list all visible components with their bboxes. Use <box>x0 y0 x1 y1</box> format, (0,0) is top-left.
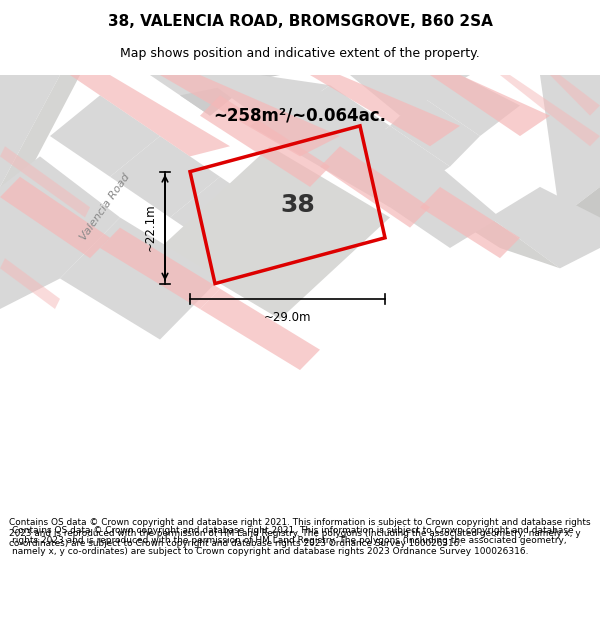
Polygon shape <box>110 136 220 218</box>
Text: Map shows position and indicative extent of the property.: Map shows position and indicative extent… <box>120 48 480 61</box>
Polygon shape <box>0 75 80 228</box>
Polygon shape <box>420 187 520 258</box>
Polygon shape <box>0 177 110 258</box>
Polygon shape <box>420 167 490 217</box>
Text: 38, VALENCIA ROAD, BROMSGROVE, B60 2SA: 38, VALENCIA ROAD, BROMSGROVE, B60 2SA <box>107 14 493 29</box>
Polygon shape <box>420 197 560 268</box>
Polygon shape <box>70 75 230 156</box>
Polygon shape <box>150 75 260 116</box>
Polygon shape <box>550 75 600 116</box>
Text: ~22.1m: ~22.1m <box>144 204 157 251</box>
Polygon shape <box>270 85 390 167</box>
Text: Contains OS data © Crown copyright and database right 2021. This information is : Contains OS data © Crown copyright and d… <box>9 518 590 548</box>
Polygon shape <box>0 258 60 309</box>
Polygon shape <box>200 289 320 370</box>
Polygon shape <box>60 217 220 339</box>
Text: ~29.0m: ~29.0m <box>264 311 311 324</box>
Polygon shape <box>160 75 340 156</box>
Polygon shape <box>200 75 330 126</box>
Polygon shape <box>0 156 120 309</box>
Polygon shape <box>500 75 600 146</box>
Polygon shape <box>160 146 390 319</box>
Polygon shape <box>50 96 160 177</box>
Polygon shape <box>330 126 450 208</box>
Text: Contains OS data © Crown copyright and database right 2021. This information is : Contains OS data © Crown copyright and d… <box>12 526 574 556</box>
Polygon shape <box>540 75 600 218</box>
Polygon shape <box>170 177 280 258</box>
Polygon shape <box>320 146 430 228</box>
Polygon shape <box>390 167 500 248</box>
Polygon shape <box>180 75 280 116</box>
Polygon shape <box>310 75 460 146</box>
Polygon shape <box>250 85 380 167</box>
Polygon shape <box>350 75 470 116</box>
Polygon shape <box>200 96 330 187</box>
Text: 38: 38 <box>280 192 315 217</box>
Polygon shape <box>560 187 600 248</box>
Polygon shape <box>430 75 550 136</box>
Polygon shape <box>320 126 440 208</box>
Polygon shape <box>0 146 90 217</box>
Text: Valencia Road: Valencia Road <box>78 172 132 242</box>
Polygon shape <box>390 96 480 167</box>
Polygon shape <box>490 187 600 268</box>
Text: ~258m²/~0.064ac.: ~258m²/~0.064ac. <box>214 107 386 125</box>
Polygon shape <box>0 75 60 187</box>
Polygon shape <box>420 75 520 136</box>
Polygon shape <box>100 228 220 309</box>
